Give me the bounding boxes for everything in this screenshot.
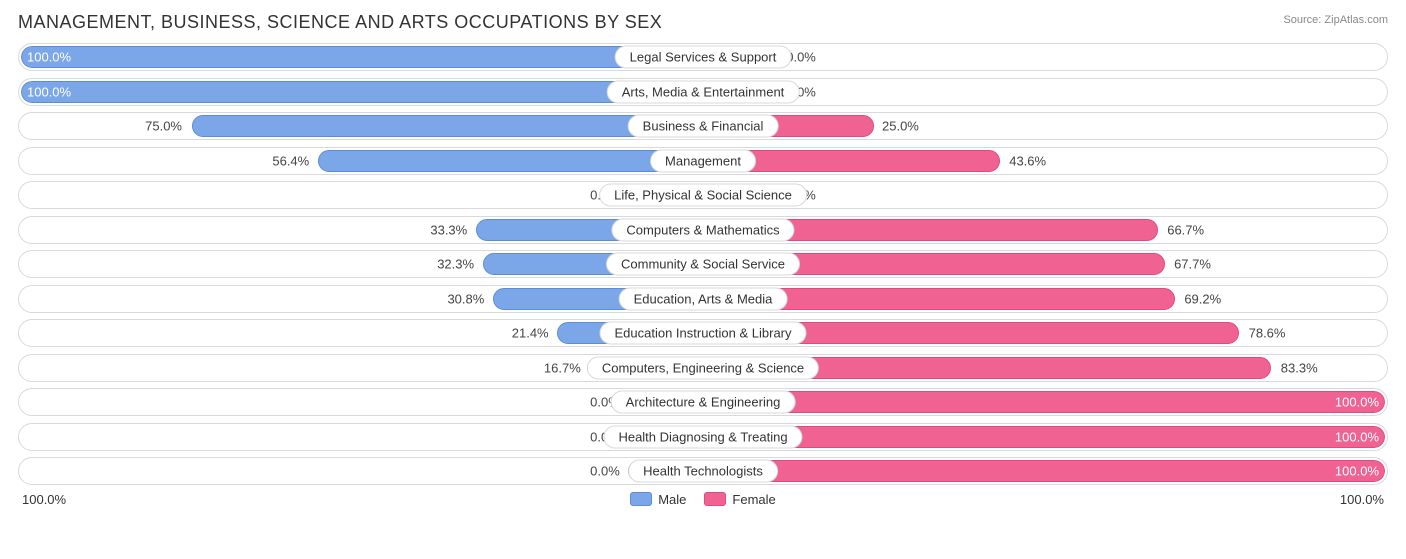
male-value-label: 30.8% <box>447 291 484 306</box>
axis-right-label: 100.0% <box>1340 492 1384 507</box>
female-value-label: 78.6% <box>1249 326 1286 341</box>
female-value-label: 43.6% <box>1009 153 1046 168</box>
bar-row: 0.0%0.0%Life, Physical & Social Science <box>18 181 1388 209</box>
category-label: Computers, Engineering & Science <box>587 356 819 379</box>
legend: Male Female <box>630 492 776 507</box>
category-label: Community & Social Service <box>606 253 800 276</box>
bar-row: 32.3% 67.7% Community & Social Service <box>18 250 1388 278</box>
bar-row: 0.0%100.0%Health Diagnosing & Treating <box>18 423 1388 451</box>
bar-row: 16.7% 83.3% Computers, Engineering & Scien… <box>18 354 1388 382</box>
female-value-label: 25.0% <box>882 119 919 134</box>
bar-row: 21.4% 78.6% Education Instruction & Librar… <box>18 319 1388 347</box>
male-value-label: 16.7% <box>544 360 581 375</box>
bar-female <box>703 426 1385 448</box>
bar-row: 100.0%0.0%Arts, Media & Entertainment <box>18 78 1388 106</box>
bar-row: 75.0% 25.0% Business & Financial <box>18 112 1388 140</box>
category-label: Computers & Mathematics <box>611 218 794 241</box>
female-value-label: 100.0% <box>1335 395 1379 410</box>
female-value-label: 100.0% <box>1335 429 1379 444</box>
male-value-label: 100.0% <box>27 84 71 99</box>
bar-male <box>192 115 704 137</box>
male-value-label: 21.4% <box>512 326 549 341</box>
male-value-label: 75.0% <box>145 119 182 134</box>
bar-female <box>703 460 1385 482</box>
category-label: Education Instruction & Library <box>599 322 806 345</box>
legend-male-label: Male <box>658 492 686 507</box>
axis-left-label: 100.0% <box>22 492 66 507</box>
bar-row: 33.3% 66.7% Computers & Mathematics <box>18 216 1388 244</box>
bar-male <box>21 81 703 103</box>
chart-title: MANAGEMENT, BUSINESS, SCIENCE AND ARTS O… <box>18 12 662 33</box>
chart-footer: 100.0% Male Female 100.0% <box>18 492 1388 507</box>
source-label: Source: <box>1283 14 1321 26</box>
female-value-label: 100.0% <box>1335 464 1379 479</box>
category-label: Business & Financial <box>628 115 779 138</box>
bar-row: 30.8% 69.2% Education, Arts & Media <box>18 285 1388 313</box>
male-value-label: 0.0% <box>590 464 620 479</box>
category-label: Health Diagnosing & Treating <box>603 425 802 448</box>
bar-row: 56.4% 43.6% Management <box>18 147 1388 175</box>
chart-rows: 100.0%0.0%Legal Services & Support100.0%… <box>18 43 1388 485</box>
chart-header: MANAGEMENT, BUSINESS, SCIENCE AND ARTS O… <box>18 12 1388 33</box>
category-label: Education, Arts & Media <box>619 287 788 310</box>
male-value-label: 32.3% <box>437 257 474 272</box>
chart-source: Source: ZipAtlas.com <box>1283 12 1388 26</box>
category-label: Life, Physical & Social Science <box>599 184 807 207</box>
category-label: Health Technologists <box>628 460 778 483</box>
legend-female-swatch <box>704 492 726 506</box>
female-value-label: 66.7% <box>1167 222 1204 237</box>
legend-female: Female <box>704 492 775 507</box>
female-value-label: 69.2% <box>1184 291 1221 306</box>
female-value-label: 67.7% <box>1174 257 1211 272</box>
category-label: Architecture & Engineering <box>611 391 796 414</box>
male-value-label: 56.4% <box>272 153 309 168</box>
category-label: Legal Services & Support <box>615 46 792 69</box>
female-value-label: 83.3% <box>1281 360 1318 375</box>
bar-male <box>21 46 703 68</box>
male-value-label: 100.0% <box>27 50 71 65</box>
legend-male-swatch <box>630 492 652 506</box>
bar-row: 0.0%100.0%Architecture & Engineering <box>18 388 1388 416</box>
category-label: Management <box>650 149 756 172</box>
chart-container: MANAGEMENT, BUSINESS, SCIENCE AND ARTS O… <box>0 0 1406 559</box>
legend-male: Male <box>630 492 686 507</box>
bar-male <box>318 150 703 172</box>
category-label: Arts, Media & Entertainment <box>607 80 800 103</box>
source-name: ZipAtlas.com <box>1324 14 1388 26</box>
bar-female <box>703 391 1385 413</box>
male-value-label: 33.3% <box>430 222 467 237</box>
legend-female-label: Female <box>732 492 775 507</box>
bar-row: 0.0% 100.0% Health Technologists <box>18 457 1388 485</box>
bar-row: 100.0%0.0%Legal Services & Support <box>18 43 1388 71</box>
